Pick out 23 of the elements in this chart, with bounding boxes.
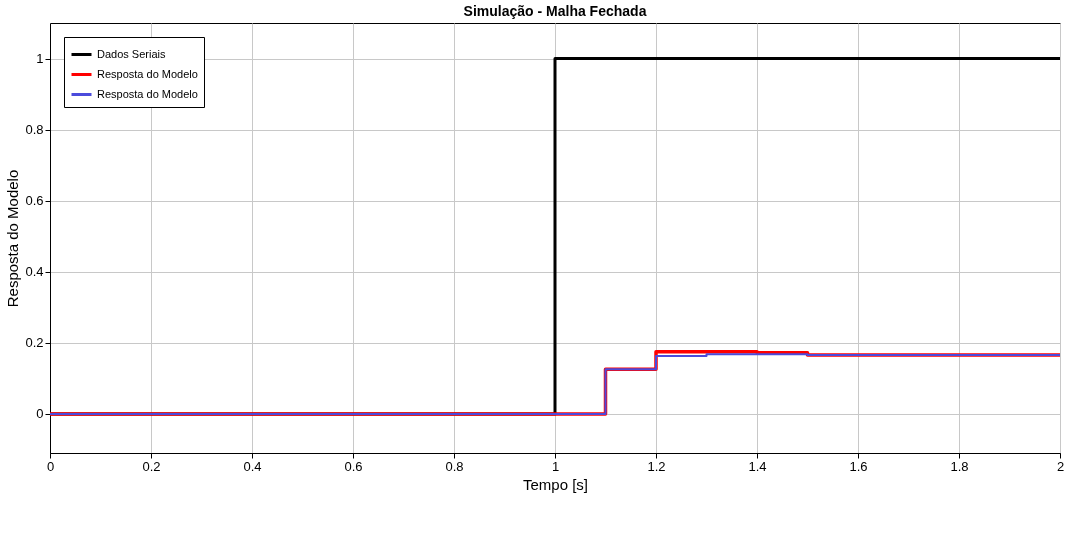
legend-label: Resposta do Modelo	[97, 87, 198, 100]
y-axis-title: Resposta do Modelo	[4, 169, 22, 308]
y-tick-label: 0.4	[25, 264, 44, 280]
x-tick-label: 1.2	[647, 458, 666, 474]
legend-label: Dados Seriais	[97, 47, 166, 60]
y-tick-label: 1	[36, 51, 44, 67]
y-tick-label: 0.6	[25, 193, 44, 209]
x-tick-label: 2	[1056, 458, 1065, 474]
x-tick-label: 1.4	[748, 458, 767, 474]
y-tick-label: 0	[36, 406, 44, 422]
x-tick-label: 0.2	[142, 458, 161, 474]
x-tick-label: 0.6	[344, 458, 363, 474]
x-tick-label: 1.8	[950, 458, 969, 474]
legend-label: Resposta do Modelo	[97, 67, 198, 80]
x-tick-label: 1	[551, 458, 560, 474]
chart-title: Simulação - Malha Fechada	[463, 3, 647, 19]
x-tick-label: 0.8	[445, 458, 464, 474]
y-tick-label: 0.2	[25, 335, 44, 351]
y-tick-label: 0.8	[25, 122, 44, 138]
x-tick-label: 0.4	[243, 458, 262, 474]
x-tick-label: 0	[46, 458, 55, 474]
x-axis-title: Tempo [s]	[522, 475, 589, 493]
x-tick-label: 1.6	[849, 458, 868, 474]
